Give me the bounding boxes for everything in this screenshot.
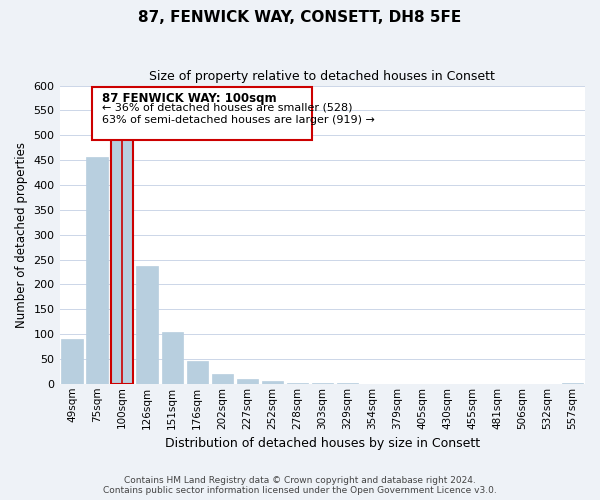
Bar [562,383,583,384]
Text: 87, FENWICK WAY, CONSETT, DH8 5FE: 87, FENWICK WAY, CONSETT, DH8 5FE [139,10,461,25]
Bar [86,156,108,384]
Text: Contains HM Land Registry data © Crown copyright and database right 2024.
Contai: Contains HM Land Registry data © Crown c… [103,476,497,495]
Bar [262,382,283,384]
Text: ← 36% of detached houses are smaller (528)
63% of semi-detached houses are large: ← 36% of detached houses are smaller (52… [102,103,375,124]
Bar [61,339,83,384]
Bar [236,379,258,384]
Bar [136,266,158,384]
Bar [212,374,233,384]
Text: 87 FENWICK WAY: 100sqm: 87 FENWICK WAY: 100sqm [102,92,277,104]
Y-axis label: Number of detached properties: Number of detached properties [15,142,28,328]
Title: Size of property relative to detached houses in Consett: Size of property relative to detached ho… [149,70,495,83]
Bar [161,332,183,384]
FancyBboxPatch shape [92,86,312,140]
Bar [112,136,133,384]
Bar [287,383,308,384]
Bar [187,362,208,384]
X-axis label: Distribution of detached houses by size in Consett: Distribution of detached houses by size … [165,437,480,450]
